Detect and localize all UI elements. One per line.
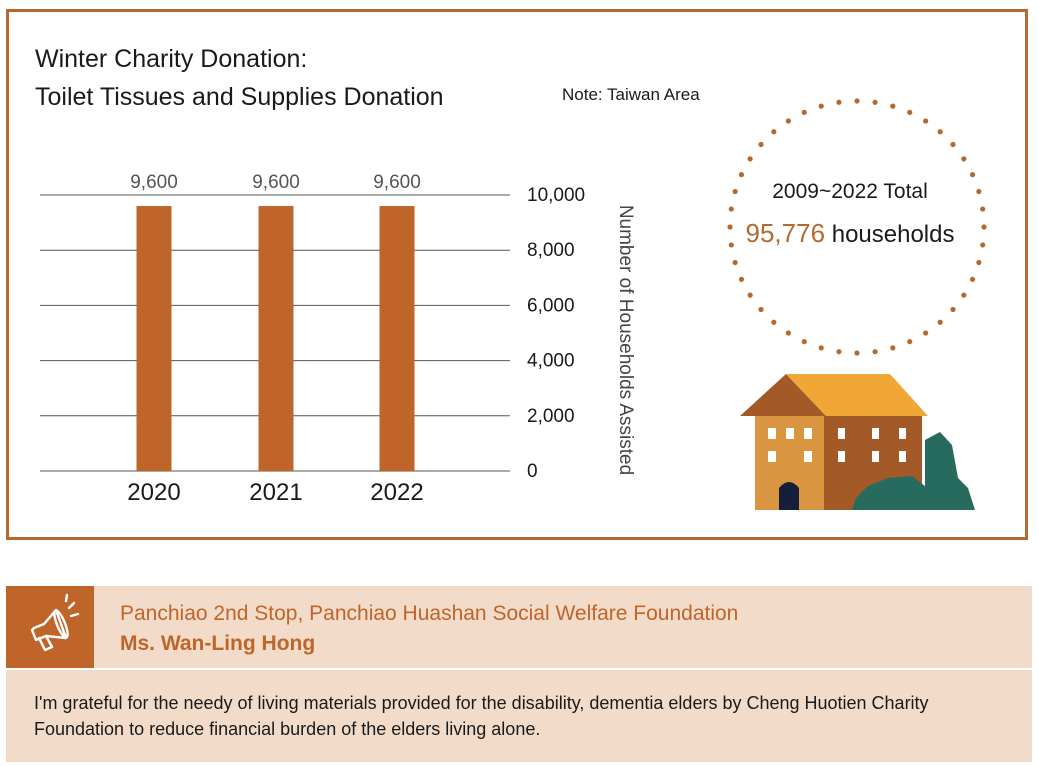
testimonial-body: I'm grateful for the needy of living mat… [6, 670, 1032, 762]
bar [258, 206, 294, 472]
y-tick-label: 8,000 [527, 240, 575, 261]
testimonial-header: Panchiao 2nd Stop, Panchiao Huashan Soci… [6, 586, 1032, 668]
circle-dot [747, 292, 753, 298]
circle-dot [961, 156, 967, 162]
circle-dot [785, 118, 791, 124]
total-households: 95,776 households [722, 218, 978, 249]
circle-dot [801, 109, 807, 115]
y-tick-label: 0 [527, 461, 538, 482]
tree-icon [925, 432, 975, 510]
total-unit: households [831, 221, 955, 248]
circle-dot [937, 129, 943, 135]
bush-icon [852, 476, 934, 510]
circle-dot [923, 118, 929, 124]
circle-dot [836, 349, 842, 355]
testimonial-text: I'm grateful for the needy of living mat… [34, 693, 929, 739]
person-name: Ms. Wan-Ling Hong [120, 632, 316, 655]
circle-dot [976, 188, 982, 195]
megaphone-icon [6, 586, 94, 668]
data-label: 9,600 [130, 172, 178, 193]
y-tick-label: 2,000 [527, 406, 575, 427]
y-tick-label: 10,000 [527, 185, 585, 206]
circle-dot [738, 172, 745, 178]
circle-dot [854, 98, 860, 104]
circle-dot [732, 259, 738, 266]
house-illustration-icon [740, 374, 975, 510]
total-count: 95,776 [745, 218, 826, 248]
circle-dot [728, 206, 734, 212]
circle-dot [732, 188, 738, 195]
circle-dot [758, 141, 764, 148]
circle-dot [738, 276, 745, 282]
circle-dot [872, 99, 878, 105]
y-tick-label: 6,000 [527, 295, 575, 316]
data-label: 9,600 [252, 172, 300, 193]
x-tick-label: 2020 [127, 479, 180, 506]
roof [786, 374, 928, 416]
title-line-2: Toilet Tissues and Supplies Donation [35, 83, 444, 111]
data-label: 9,600 [373, 172, 421, 193]
total-decoration [727, 98, 987, 510]
circle-dot [969, 172, 976, 178]
bar [136, 206, 172, 472]
y-axis-label: Number of Households Assisted [615, 205, 636, 475]
circle-dot [801, 339, 807, 345]
y-tick-label: 4,000 [527, 351, 575, 372]
circle-dot [758, 306, 764, 313]
bar [379, 206, 415, 472]
circle-dot [969, 276, 976, 282]
door [779, 482, 799, 510]
circle-dot [854, 350, 860, 356]
circle-dot [727, 224, 733, 230]
circle-dot [771, 129, 777, 135]
circle-dot [923, 330, 929, 336]
circle-dot [976, 259, 982, 266]
circle-dot [890, 345, 896, 351]
circle-dot [771, 319, 777, 325]
circle-dot [872, 349, 878, 355]
bar-chart: 0 2,000 4,000 6,000 8,000 10,000 9,600 2020 9,60… [40, 172, 636, 506]
total-period-label: 2009~2022 Total [772, 180, 928, 203]
circle-dot [836, 99, 842, 105]
circle-dot [818, 345, 824, 351]
circle-dot [961, 292, 967, 298]
title-line-1: Winter Charity Donation: [35, 45, 308, 73]
circle-dot [907, 339, 913, 345]
circle-dot [980, 206, 986, 212]
circle-dot [747, 156, 753, 162]
circle-dot [980, 242, 986, 248]
organization-name: Panchiao 2nd Stop, Panchiao Huashan Soci… [120, 602, 739, 625]
circle-dot [907, 109, 913, 115]
circle-dot [785, 330, 791, 336]
circle-dot [950, 306, 956, 313]
circle-dot [950, 141, 956, 148]
circle-dot [937, 319, 943, 325]
house-windows [768, 428, 906, 462]
circle-dot [728, 242, 734, 248]
x-tick-label: 2022 [370, 479, 423, 506]
house-gable [740, 374, 826, 416]
area-note: Note: Taiwan Area [562, 85, 700, 104]
x-tick-label: 2021 [249, 479, 302, 506]
dotted-circle [727, 98, 987, 356]
circle-dot [818, 103, 824, 109]
chart-title: Winter Charity Donation: Toilet Tissues … [35, 40, 444, 116]
circle-dot [890, 103, 896, 109]
circle-dot [981, 224, 987, 230]
